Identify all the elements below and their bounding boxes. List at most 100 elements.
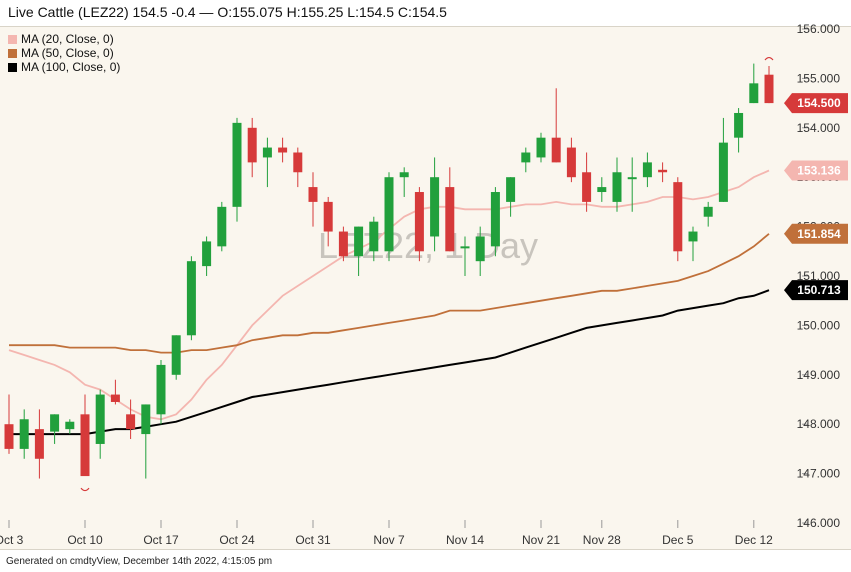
candle-body (521, 152, 531, 163)
candle (202, 236, 212, 276)
candle-body (688, 231, 698, 242)
candle (369, 216, 379, 262)
candle-body (658, 169, 668, 173)
legend-label-ma50: MA (50, Close, 0) (21, 46, 114, 60)
candle-body (278, 147, 288, 153)
price-badge: 154.500 (784, 93, 848, 114)
candle (293, 147, 303, 188)
candle-body (582, 172, 592, 202)
price-badge-bg (784, 93, 848, 114)
candle-body (612, 172, 622, 202)
swing-high-marker (764, 56, 774, 61)
candle (232, 117, 242, 222)
candle-body (186, 261, 196, 336)
y-tick-label: 147.000 (797, 467, 841, 481)
candle-body (34, 429, 44, 459)
x-tick-label: Oct 24 (219, 533, 255, 547)
x-tick-label: Nov 28 (583, 533, 621, 547)
y-tick-label: 154.000 (797, 121, 841, 135)
candle (384, 172, 394, 262)
candle (308, 172, 318, 227)
x-tick-label: Nov 21 (522, 533, 560, 547)
candle-body (247, 127, 257, 163)
candle (658, 162, 668, 183)
candle-body (536, 137, 546, 158)
legend-item-ma50[interactable]: MA (50, Close, 0) (8, 46, 120, 60)
candle (490, 187, 500, 257)
candle (19, 409, 29, 459)
candle (642, 152, 652, 188)
candle (536, 132, 546, 163)
candle-body (126, 414, 136, 430)
candle-body (171, 335, 181, 375)
candle-body (202, 241, 212, 267)
candle (80, 394, 90, 477)
price-badges: 154.500 153.136 151.854 150.713 (784, 93, 848, 301)
plot-area[interactable] (0, 26, 851, 550)
candle (521, 147, 531, 173)
candle (612, 157, 622, 212)
candle-body (414, 192, 424, 252)
candle-body (369, 221, 379, 252)
legend-label-ma100: MA (100, Close, 0) (21, 60, 121, 74)
x-tick-label: Dec 12 (735, 533, 773, 547)
candle-body (65, 421, 75, 430)
candle (506, 177, 516, 217)
candle (278, 137, 288, 163)
candle-body (95, 394, 105, 444)
x-tick-label: Dec 5 (662, 533, 694, 547)
candle-body (642, 162, 652, 178)
candle (262, 137, 272, 188)
price-badge-bg (784, 223, 848, 244)
candle (627, 157, 637, 212)
x-tick-label: Nov 14 (446, 533, 484, 547)
candle (338, 226, 348, 262)
generated-footer: Generated on cmdtyView, December 14th 20… (6, 556, 273, 567)
price-badge: 150.713 (784, 280, 848, 301)
candle-body (566, 147, 576, 178)
x-tick-label: Oct 10 (67, 533, 103, 547)
candle (65, 419, 75, 435)
candle (566, 137, 576, 183)
candle (688, 226, 698, 262)
legend-swatch-ma20 (8, 34, 17, 44)
candle (718, 117, 728, 202)
candle (430, 157, 440, 252)
candle-body (703, 206, 713, 217)
candle (141, 404, 151, 479)
candle-body (141, 404, 151, 435)
candle (217, 201, 227, 252)
candle (764, 66, 774, 104)
candle (460, 236, 470, 276)
candle-body (475, 236, 485, 262)
chart-title: Live Cattle (LEZ22) 154.5 -0.4 — O:155.0… (8, 4, 447, 20)
indicator-legend: MA (20, Close, 0) MA (50, Close, 0) MA (… (8, 32, 120, 74)
x-tick-label: Oct 3 (0, 533, 24, 547)
candle (171, 335, 181, 380)
candle (582, 152, 592, 212)
candle-body (384, 177, 394, 252)
candle-body (551, 137, 561, 163)
x-tick-label: Nov 7 (373, 533, 405, 547)
candle (186, 256, 196, 341)
candle (50, 414, 60, 444)
price-badge-label: 151.854 (797, 227, 841, 241)
candle (597, 177, 607, 202)
candle-body (323, 201, 333, 232)
candle (445, 167, 455, 252)
candle-body (232, 122, 242, 207)
candle-body (764, 74, 774, 104)
legend-item-ma100[interactable]: MA (100, Close, 0) (8, 60, 120, 74)
candle (749, 63, 759, 104)
candle-body (430, 177, 440, 237)
x-tick-label: Oct 17 (143, 533, 179, 547)
candle-body (293, 152, 303, 173)
y-tick-label: 149.000 (797, 368, 841, 382)
legend-item-ma20[interactable]: MA (20, Close, 0) (8, 32, 120, 46)
y-tick-label: 150.000 (797, 318, 841, 332)
candle-body (156, 364, 166, 415)
candle-body (673, 182, 683, 252)
candle (126, 399, 136, 440)
y-tick-label: 151.000 (797, 269, 841, 283)
